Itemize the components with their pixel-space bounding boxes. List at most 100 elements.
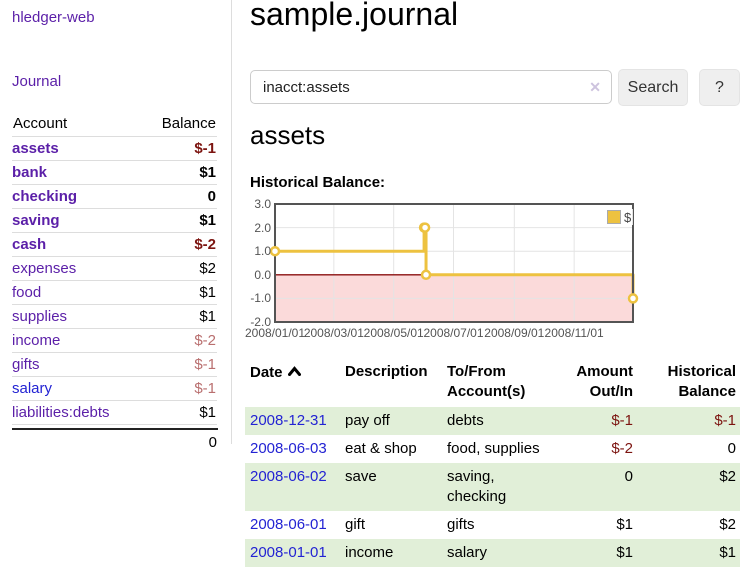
app-title-link[interactable]: hledger-web [12, 9, 95, 26]
account-link-gifts[interactable]: gifts [12, 356, 40, 373]
account-balance: 0 [207, 188, 216, 205]
help-button[interactable]: ? [699, 69, 740, 106]
account-link-assets[interactable]: assets [12, 140, 59, 157]
account-row: bank $1 [12, 161, 217, 185]
account-row: income $-2 [12, 329, 217, 353]
account-row: gifts $-1 [12, 353, 217, 377]
historical-balance-chart: 3.0 2.0 1.0 0.0 -1.0 -2.0 2008/01/01 2008/03/0… [245, 196, 742, 348]
search-input[interactable] [250, 70, 612, 104]
account-balance: $1 [199, 308, 216, 325]
x-axis-tick: 2008/11/01 [544, 326, 604, 340]
x-axis-tick: 2008/09/01 [484, 326, 545, 340]
balance-cell: $-1 [714, 412, 736, 429]
transaction-date-link[interactable]: 2008-06-01 [250, 516, 327, 533]
table-row: 2008-06-01 gift gifts $1 $2 [245, 511, 740, 539]
main-content: sample.journal ✕ Search ? assets Histori… [245, 0, 742, 582]
accounts-header-balance: Balance [161, 115, 216, 132]
account-balance: $-2 [194, 332, 216, 349]
account-balance: $1 [199, 212, 216, 229]
amount-cell: $-2 [611, 440, 633, 457]
account-link-cash[interactable]: cash [12, 236, 47, 253]
table-row: 2008-06-02 save saving, checking 0 $2 [245, 463, 740, 511]
y-axis-tick: 2.0 [254, 220, 271, 235]
table-row: 2008-06-03 eat & shop food, supplies $-2 0 [245, 435, 740, 463]
table-row: 2008-12-31 pay off debts $-1 $-1 [245, 407, 740, 435]
y-axis-tick: 0.0 [254, 267, 271, 282]
accounts-cell: salary [447, 544, 488, 561]
transaction-date-link[interactable]: 2008-12-31 [250, 412, 327, 429]
description-cell: pay off [345, 412, 390, 429]
x-axis-tick: 2008/01/01 [244, 326, 306, 340]
balance-cell: 0 [727, 440, 736, 457]
account-balance: $1 [199, 284, 216, 301]
balance-cell: $2 [719, 516, 736, 533]
account-balance: $-1 [194, 356, 216, 373]
account-link-food[interactable]: food [12, 284, 42, 301]
y-axis-tick: 1.0 [254, 244, 271, 259]
transaction-date-link[interactable]: 2008-01-01 [250, 544, 327, 561]
account-row: salary $-1 [12, 377, 217, 401]
account-row: assets $-1 [12, 137, 217, 161]
legend-label: $ [624, 209, 632, 225]
account-heading: assets [250, 120, 326, 150]
account-row: saving $1 [12, 209, 217, 233]
page-title: sample.journal [250, 0, 459, 32]
chart-legend: $ [605, 209, 634, 225]
account-balance: $2 [199, 260, 216, 277]
accounts-cell: food, supplies [447, 440, 540, 457]
x-axis-tick: 2008/07/01 [423, 326, 484, 340]
register-table: Date Description To/From Account(s) Amou… [245, 360, 740, 567]
amount-cell: $-1 [611, 412, 633, 429]
account-link-expenses[interactable]: expenses [12, 260, 77, 277]
account-link-supplies[interactable]: supplies [12, 308, 68, 325]
accounts-cell: gifts [447, 516, 475, 533]
account-row: food $1 [12, 281, 217, 305]
search-button[interactable]: Search [618, 69, 688, 106]
accounts-table-body: assets $-1 bank $1 checking 0 saving $1 cash $-2 e… [12, 137, 217, 425]
account-balance: $1 [199, 404, 216, 421]
legend-swatch-icon [607, 210, 621, 224]
clear-search-icon[interactable]: ✕ [589, 79, 601, 95]
description-cell: save [345, 468, 377, 485]
account-link-income[interactable]: income [12, 332, 61, 349]
register-header-accounts: To/From Account(s) [447, 363, 526, 400]
amount-cell: $1 [616, 516, 633, 533]
amount-cell: 0 [624, 468, 633, 485]
transaction-date-link[interactable]: 2008-06-03 [250, 440, 327, 457]
y-axis-tick: 3.0 [254, 197, 271, 211]
y-axis-tick: -2.0 [250, 315, 271, 329]
account-link-bank[interactable]: bank [12, 164, 48, 181]
account-balance: $-1 [194, 140, 216, 157]
x-axis-tick: 2008/05/01 [363, 326, 424, 340]
account-link-saving[interactable]: saving [12, 212, 60, 229]
balance-cell: $1 [719, 544, 736, 561]
account-row: cash $-2 [12, 233, 217, 257]
account-link-checking[interactable]: checking [12, 188, 78, 205]
accounts-header-account: Account [13, 115, 68, 132]
accounts-total: 0 [12, 428, 218, 451]
chart-title: Historical Balance: [250, 174, 386, 191]
y-axis-tick: -1.0 [250, 291, 271, 306]
account-row: liabilities:debts $1 [12, 401, 217, 425]
register-header-amount: Amount Out/In [576, 363, 633, 400]
account-row: supplies $1 [12, 305, 217, 329]
register-header-date[interactable]: Date [245, 360, 340, 407]
description-cell: gift [345, 516, 366, 533]
chart-plot-area [269, 203, 639, 323]
description-cell: income [345, 544, 394, 561]
transaction-date-link[interactable]: 2008-06-02 [250, 468, 327, 485]
sidebar-item-journal[interactable]: Journal [12, 73, 62, 90]
description-cell: eat & shop [345, 440, 417, 457]
account-link-liabilities-debts[interactable]: liabilities:debts [12, 404, 110, 421]
account-balance: $-1 [194, 380, 216, 397]
x-axis-tick: 2008/03/01 [303, 326, 364, 340]
table-row: 2008-01-01 income salary $1 $1 [245, 539, 740, 567]
accounts-cell: saving, checking [447, 468, 507, 505]
app-title: hledger-web [12, 9, 231, 27]
account-balance: $-2 [194, 236, 216, 253]
sort-ascending-icon [287, 362, 301, 382]
account-balance: $1 [199, 164, 216, 181]
account-link-salary[interactable]: salary [12, 380, 53, 397]
account-row: checking 0 [12, 185, 217, 209]
accounts-table: Account Balance assets $-1 bank $1 checking 0… [12, 112, 217, 425]
